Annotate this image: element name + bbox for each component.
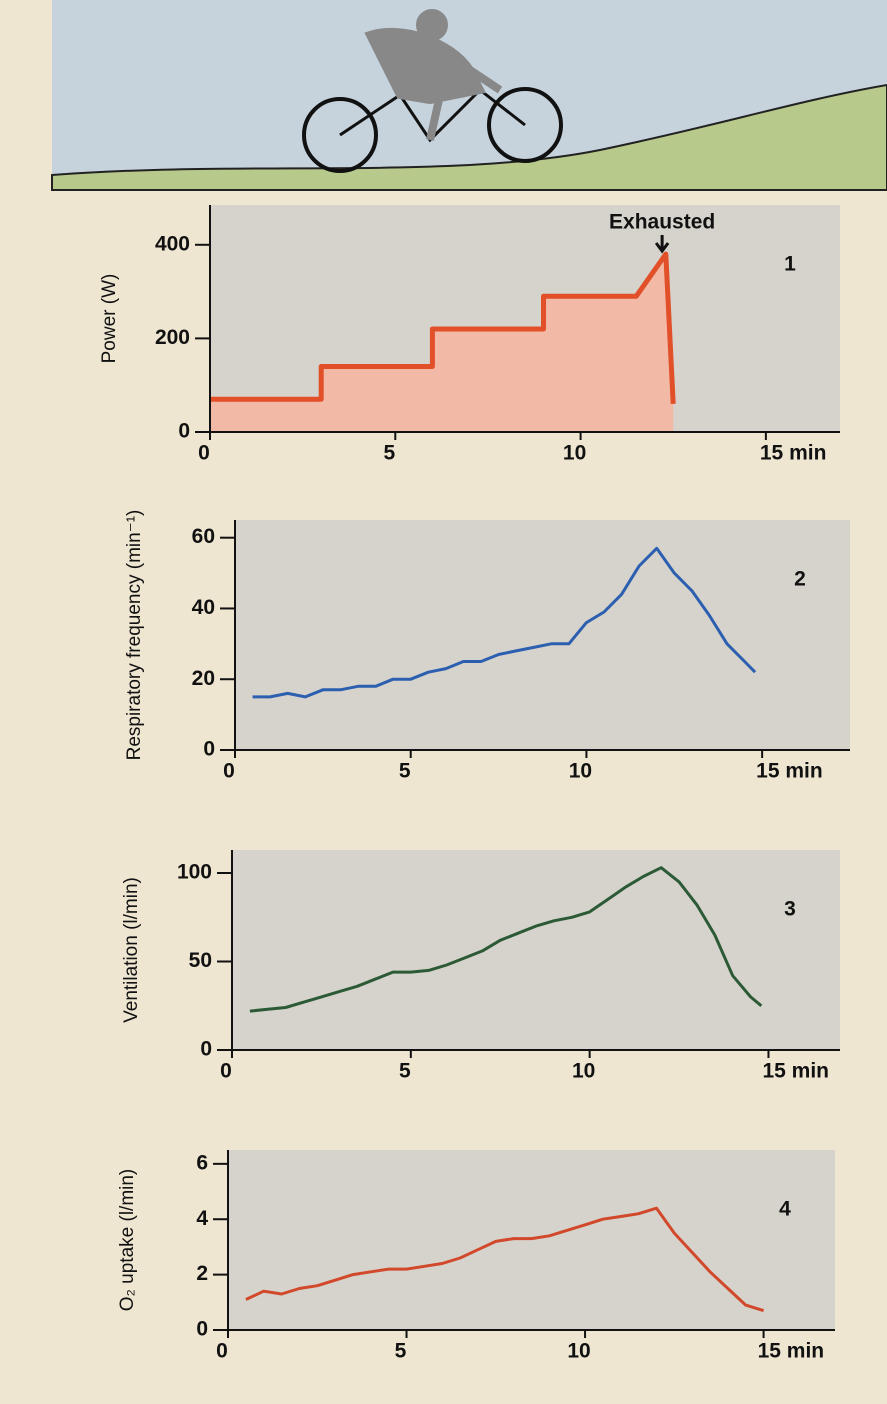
hill	[51, 83, 887, 191]
y-tick-label: 0	[200, 1038, 212, 1061]
y-tick-label: 60	[192, 525, 215, 548]
x-tick-label: 10	[572, 1060, 595, 1083]
line	[210, 251, 676, 405]
panel-number: 3	[784, 898, 796, 921]
y-tick-label: 40	[192, 596, 215, 619]
x-tick-label: 15 min	[756, 760, 823, 783]
line	[252, 546, 757, 699]
y-tick-label: 400	[155, 232, 190, 255]
y-tick-label: 20	[192, 667, 215, 690]
panel-number: 4	[779, 1198, 791, 1221]
x-tick-label: 5	[399, 760, 411, 783]
x-tick-label: 0	[216, 1340, 228, 1363]
x-tick-label: 10	[569, 760, 592, 783]
line	[249, 866, 763, 1013]
y-tick-label: 200	[155, 326, 190, 349]
y-axis-label: O₂ uptake (l/min)	[117, 1169, 138, 1312]
y-tick-label: 0	[196, 1318, 208, 1341]
y-tick-label: 2	[196, 1262, 208, 1285]
plot-area	[235, 520, 850, 750]
line	[245, 1206, 765, 1313]
x-tick-label: 0	[220, 1060, 232, 1083]
y-tick-label: 0	[178, 420, 190, 443]
y-axis-label: Respiratory frequency (min⁻¹)	[124, 510, 145, 761]
y-tick-label: 6	[196, 1151, 208, 1174]
y-axis-label: Ventilation (l/min)	[121, 877, 142, 1023]
x-tick-label: 5	[399, 1060, 411, 1083]
x-tick-label: 10	[567, 1340, 590, 1363]
x-tick-label: 15 min	[758, 1340, 825, 1363]
x-tick-label: 15 min	[760, 442, 827, 465]
annotation: Exhausted	[609, 211, 715, 234]
x-tick-label: 10	[563, 442, 586, 465]
x-tick-label: 0	[198, 442, 210, 465]
cyclist	[302, 9, 563, 173]
annotation-arrow	[654, 235, 670, 254]
y-tick-label: 50	[189, 949, 212, 972]
x-tick-label: 5	[383, 442, 395, 465]
x-tick-label: 15 min	[762, 1060, 829, 1083]
panel-number: 1	[784, 253, 796, 276]
y-tick-label: 4	[196, 1207, 208, 1230]
panel-number: 2	[794, 568, 806, 591]
y-axis-label: Power (W)	[99, 274, 120, 364]
x-tick-label: 5	[395, 1340, 407, 1363]
x-tick-label: 0	[223, 760, 235, 783]
plot-area	[232, 850, 840, 1050]
y-tick-label: 100	[177, 861, 212, 884]
y-tick-label: 0	[203, 738, 215, 761]
